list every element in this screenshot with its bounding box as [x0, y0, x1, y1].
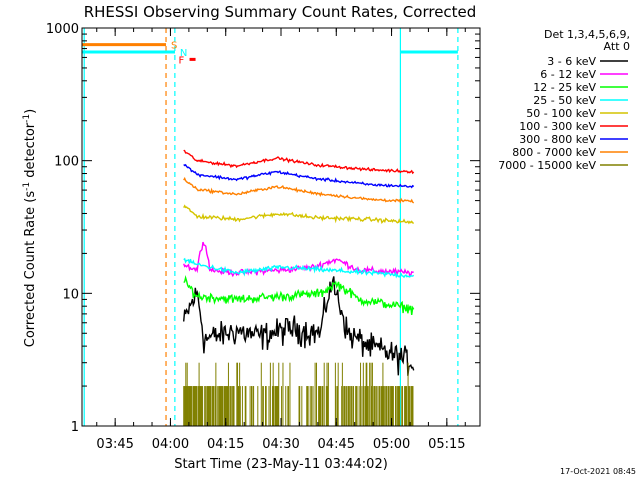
y-tick-label: 100 [54, 155, 79, 170]
legend-label: 25 - 50 keV [533, 94, 596, 107]
flag-marker [189, 57, 196, 61]
legend-header: Att 0 [604, 40, 630, 53]
y-axis-label-sup: -1 [22, 182, 32, 191]
series-100-300kev [183, 149, 415, 175]
series-7000-15000-kev [183, 362, 414, 426]
legend-header: Det 1,3,4,5,6,9, [544, 28, 630, 41]
plot-frame [81, 27, 481, 427]
y-axis-label-sup: -1 [22, 114, 32, 123]
x-tick-label: 05:00 [373, 437, 410, 452]
y-tick-label: 1000 [46, 22, 79, 37]
y-axis-label: Corrected Count Rate (s-1 detector-1) [22, 109, 38, 347]
legend-label: 7000 - 15000 keV [498, 159, 596, 172]
footer-date: 17-Oct-2021 08:45 [560, 467, 636, 476]
legend-label: 800 - 7000 keV [512, 146, 596, 159]
series-3-6kev [183, 276, 415, 376]
series-25-50kev [183, 257, 415, 279]
chart-title: RHESSI Observing Summary Count Rates, Co… [84, 3, 477, 21]
x-tick-label: 04:15 [207, 437, 244, 452]
y-axis-label-part: detector [23, 122, 38, 182]
legend-label: 6 - 12 keV [540, 68, 596, 81]
x-tick-label: 04:30 [262, 437, 299, 452]
legend-label: 12 - 25 keV [533, 81, 596, 94]
x-tick-label: 04:45 [318, 437, 355, 452]
x-tick-label: 03:45 [96, 437, 133, 452]
y-axis-label-part: ) [23, 109, 38, 114]
legend-label: 100 - 300 keV [519, 120, 596, 133]
plot-area: SNF [82, 28, 459, 426]
series-800-7000kev [183, 176, 415, 204]
legend-label: 300 - 800 keV [519, 133, 596, 146]
flag-label: F [179, 55, 185, 66]
series-50-100kev [183, 204, 415, 225]
x-tick-label: 04:00 [152, 437, 189, 452]
flag-label: N [180, 48, 187, 59]
series-12-25kev [183, 275, 415, 315]
axes: 03:45 04:00 04:15 04:30 04:45 05:00 05:15 1 10 10… [46, 22, 480, 452]
x-tick-label: 05:15 [428, 437, 465, 452]
flag-label: S [171, 41, 177, 52]
series-6-12kev [183, 241, 414, 278]
y-tick-label: 10 [62, 287, 79, 302]
legend-label: 3 - 6 keV [547, 55, 596, 68]
x-axis-label: Start Time (23-May-11 03:44:02) [174, 457, 388, 472]
y-tick-label: 1 [71, 420, 79, 435]
legend-label: 50 - 100 keV [526, 107, 596, 120]
series-300-800kev [183, 163, 415, 189]
y-axis-label-part: Corrected Count Rate (s [23, 191, 38, 348]
